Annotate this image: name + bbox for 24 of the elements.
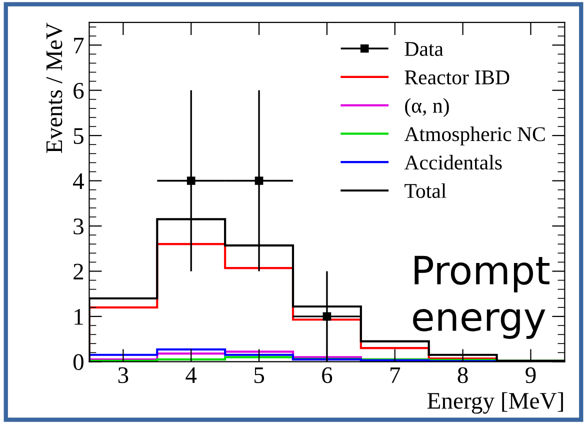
y-tick-label: 0 — [73, 354, 84, 370]
legend-label: Data — [404, 42, 444, 56]
y-tick-label: 6 — [74, 82, 84, 99]
y-tick-label: 4 — [73, 173, 84, 189]
x-axis-title: Energy [MeV] — [427, 392, 563, 414]
x-tick-label: 6 — [322, 367, 332, 384]
legend-label: Atmospheric NC — [404, 126, 545, 146]
x-tick-label: 4 — [186, 367, 197, 383]
legend-label: Accidentals — [404, 154, 502, 170]
y-tick-label: 2 — [74, 264, 84, 280]
x-tick-label: 3 — [118, 367, 128, 384]
x-tick-label: 5 — [254, 367, 264, 384]
y-axis-title: Events / MeV — [46, 22, 62, 153]
legend-label: Total — [404, 183, 446, 198]
legend-label: (α, n) — [405, 98, 449, 118]
legend-label: Reactor IBD — [404, 70, 510, 84]
annotation: Prompt energy — [413, 256, 550, 339]
x-tick-label: 9 — [526, 367, 536, 384]
y-tick-label: 7 — [74, 38, 84, 54]
y-tick-label: 3 — [74, 218, 84, 234]
y-tick-label: 1 — [74, 309, 83, 325]
x-tick-label: 8 — [458, 367, 468, 384]
y-tick-label: 5 — [74, 128, 84, 144]
x-tick-label: 7 — [390, 367, 400, 383]
